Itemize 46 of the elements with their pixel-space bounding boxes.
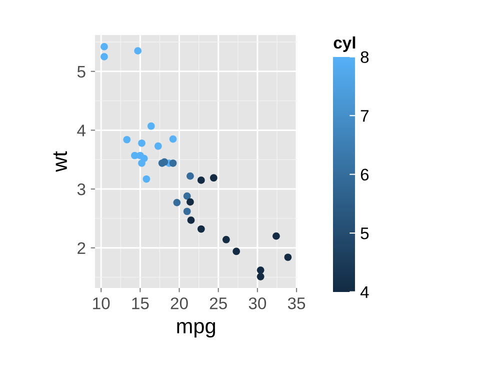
- y-tick-label: 5: [77, 66, 86, 78]
- color-bar-label: 8: [360, 51, 369, 64]
- color-bar-label: 5: [360, 228, 369, 240]
- y-tick-label: 4: [77, 124, 86, 136]
- color-bar-title: cyl: [334, 36, 356, 52]
- x-axis-title: mpg: [177, 322, 216, 338]
- point: [123, 136, 131, 144]
- y-tick-label: 2: [78, 242, 86, 254]
- x-tick-label: 20: [170, 297, 188, 310]
- point: [187, 216, 195, 224]
- point: [197, 225, 205, 233]
- point: [100, 53, 108, 60]
- x-tick-label: 30: [248, 297, 266, 310]
- color-bar-label: 7: [360, 110, 368, 122]
- x-tick-label: 15: [132, 298, 149, 310]
- point: [138, 139, 146, 147]
- point: [169, 135, 177, 143]
- point: [169, 159, 177, 167]
- point: [197, 176, 205, 184]
- point: [147, 122, 155, 130]
- point: [256, 272, 264, 280]
- point: [134, 47, 142, 54]
- x-tick-label: 25: [210, 297, 227, 310]
- point: [154, 142, 162, 150]
- point: [142, 175, 150, 183]
- point: [136, 152, 144, 160]
- x-tick-label: 10: [93, 297, 110, 310]
- point: [186, 198, 194, 206]
- color-bar-label: 6: [360, 168, 369, 181]
- point: [138, 159, 146, 167]
- point: [232, 248, 240, 256]
- point: [210, 174, 218, 182]
- point: [272, 232, 280, 240]
- point: [100, 43, 108, 50]
- y-axis-title: wt: [53, 151, 68, 172]
- point: [284, 254, 292, 261]
- point: [256, 266, 264, 274]
- point: [183, 192, 191, 200]
- color-bar-label: 4: [360, 286, 369, 298]
- point: [173, 198, 181, 206]
- point: [222, 236, 230, 244]
- point: [186, 172, 194, 180]
- point: [158, 159, 166, 167]
- x-tick-label: 35: [288, 297, 306, 310]
- y-tick-label: 3: [77, 183, 86, 196]
- point: [183, 208, 191, 216]
